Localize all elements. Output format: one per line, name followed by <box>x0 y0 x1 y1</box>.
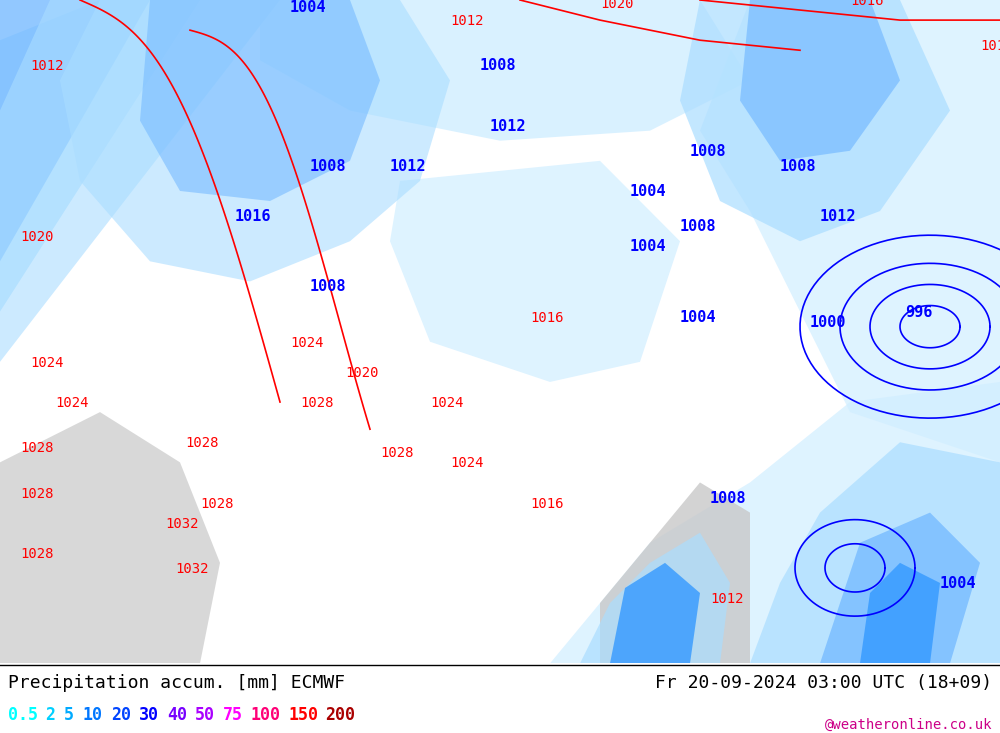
Text: 1016: 1016 <box>530 496 564 511</box>
Text: 1020: 1020 <box>345 366 378 380</box>
Text: Fr 20-09-2024 03:00 UTC (18+09): Fr 20-09-2024 03:00 UTC (18+09) <box>655 674 992 692</box>
Polygon shape <box>0 0 150 262</box>
Text: 10: 10 <box>83 706 103 724</box>
Text: 1028: 1028 <box>20 487 54 501</box>
Polygon shape <box>820 512 980 663</box>
Text: 1012: 1012 <box>820 209 856 224</box>
Text: 30: 30 <box>139 706 159 724</box>
Polygon shape <box>0 412 220 663</box>
Text: 1016: 1016 <box>235 209 272 224</box>
Text: 50: 50 <box>195 706 215 724</box>
Text: 1024: 1024 <box>430 396 464 410</box>
Text: 1032: 1032 <box>165 517 198 531</box>
Polygon shape <box>860 563 940 663</box>
Text: 1028: 1028 <box>200 496 234 511</box>
Text: 1004: 1004 <box>290 0 326 15</box>
Text: 0.5: 0.5 <box>8 706 38 724</box>
Text: 1024: 1024 <box>290 336 324 350</box>
Polygon shape <box>610 563 700 663</box>
Polygon shape <box>550 382 1000 663</box>
Polygon shape <box>140 0 380 201</box>
Text: 20: 20 <box>111 706 131 724</box>
Text: 1008: 1008 <box>710 490 746 506</box>
Text: 1008: 1008 <box>310 159 347 174</box>
Polygon shape <box>740 0 900 161</box>
Text: 1028: 1028 <box>380 446 414 460</box>
Text: 1016: 1016 <box>850 0 884 8</box>
Text: 1020: 1020 <box>20 230 54 244</box>
Text: 1028: 1028 <box>185 436 218 450</box>
Text: 1028: 1028 <box>300 396 334 410</box>
Text: 1008: 1008 <box>310 279 347 295</box>
Text: 1004: 1004 <box>630 184 666 199</box>
Polygon shape <box>0 0 280 362</box>
Polygon shape <box>750 442 1000 663</box>
Polygon shape <box>0 0 200 312</box>
Text: 1004: 1004 <box>940 576 976 591</box>
Text: 1024: 1024 <box>450 457 484 471</box>
Text: 996: 996 <box>905 305 932 320</box>
Text: 1016: 1016 <box>980 40 1000 54</box>
Text: 1032: 1032 <box>175 562 208 576</box>
Text: Precipitation accum. [mm] ECMWF: Precipitation accum. [mm] ECMWF <box>8 674 345 692</box>
Text: 1028: 1028 <box>20 547 54 561</box>
Polygon shape <box>700 0 1000 463</box>
Text: 200: 200 <box>325 706 355 724</box>
Text: 2: 2 <box>45 706 55 724</box>
Polygon shape <box>260 0 750 141</box>
Text: @weatheronline.co.uk: @weatheronline.co.uk <box>824 718 992 732</box>
Text: 1012: 1012 <box>30 59 64 73</box>
Text: 1008: 1008 <box>680 219 716 234</box>
Text: 150: 150 <box>288 706 318 724</box>
Text: 1012: 1012 <box>710 592 744 606</box>
Polygon shape <box>390 161 680 382</box>
Text: 40: 40 <box>167 706 187 724</box>
Polygon shape <box>680 0 950 241</box>
Text: 1008: 1008 <box>480 59 516 73</box>
Text: 1028: 1028 <box>20 441 54 455</box>
Polygon shape <box>600 482 750 663</box>
Text: 1008: 1008 <box>690 144 726 159</box>
Text: 1020: 1020 <box>600 0 634 11</box>
Text: 1008: 1008 <box>780 159 816 174</box>
Text: 1016: 1016 <box>530 311 564 325</box>
Text: 1024: 1024 <box>30 356 64 370</box>
Text: 1000: 1000 <box>810 314 846 330</box>
Text: 75: 75 <box>223 706 243 724</box>
Text: 1012: 1012 <box>390 159 426 174</box>
Polygon shape <box>580 533 730 663</box>
Polygon shape <box>60 0 450 281</box>
Text: 1024: 1024 <box>55 396 88 410</box>
Text: 1004: 1004 <box>630 239 666 254</box>
Text: 1012: 1012 <box>450 14 484 28</box>
Text: 5: 5 <box>64 706 74 724</box>
Text: 100: 100 <box>251 706 281 724</box>
Text: 1012: 1012 <box>490 119 526 133</box>
Text: 1004: 1004 <box>680 309 716 325</box>
